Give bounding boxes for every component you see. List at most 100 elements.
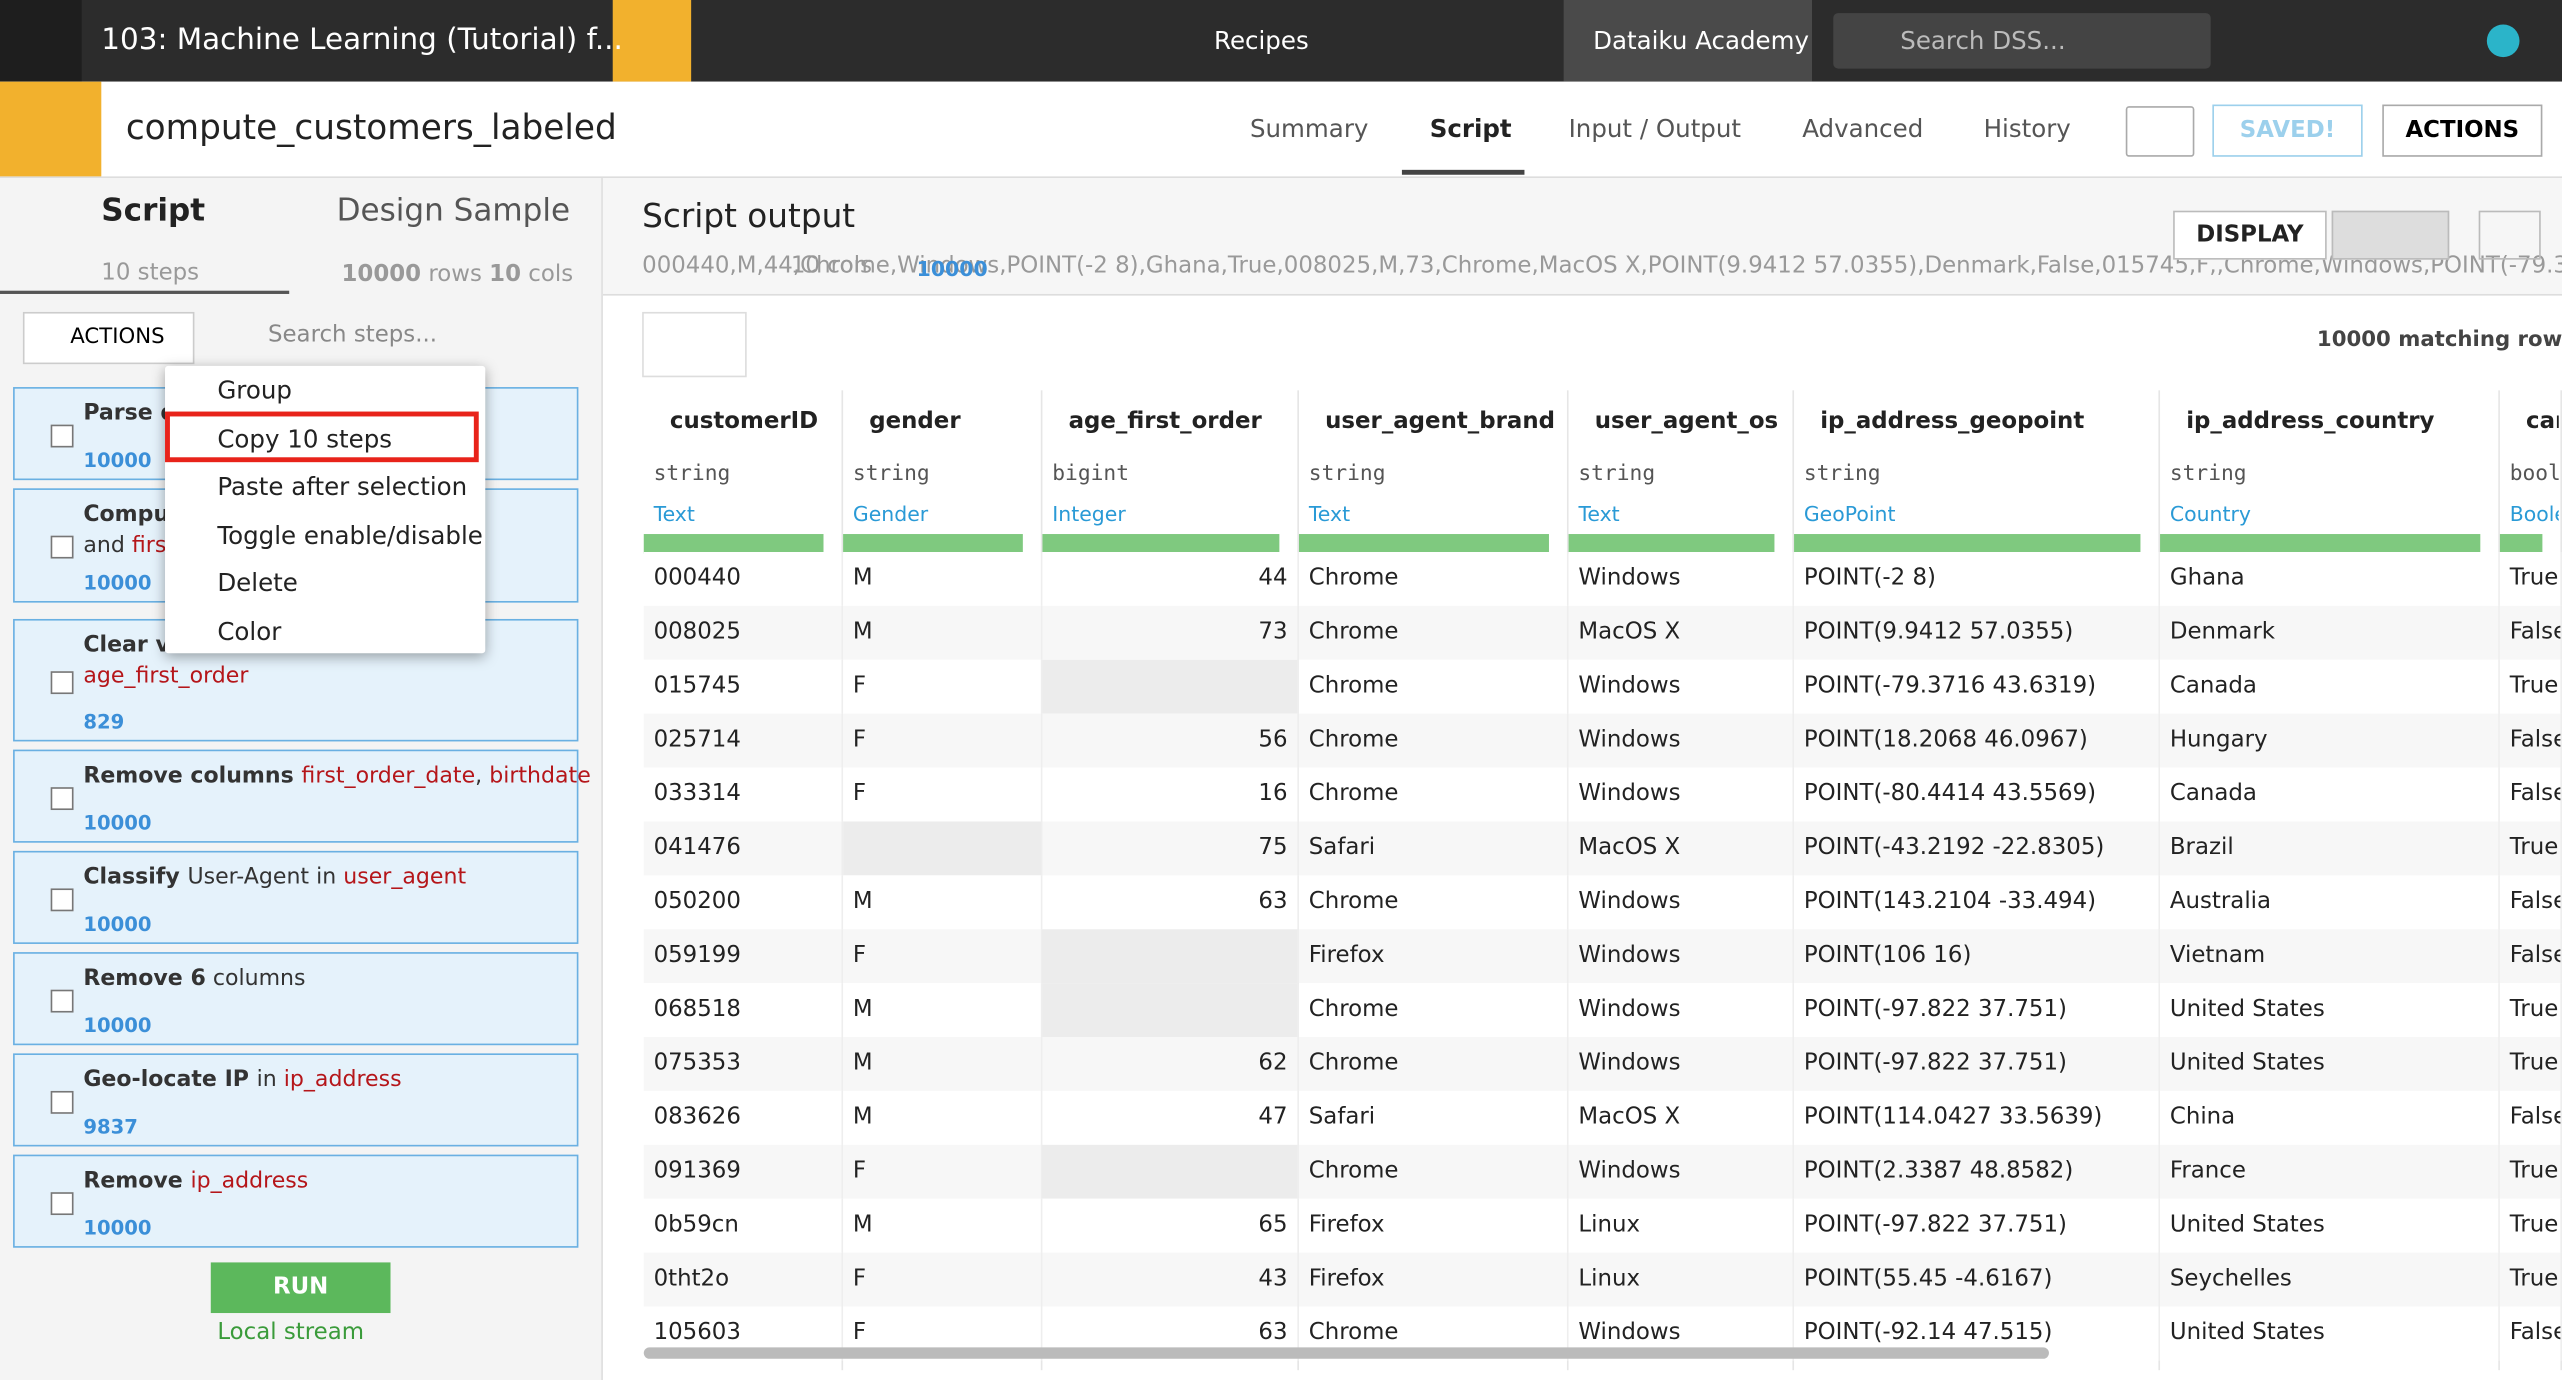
table-cell: 008025 bbox=[644, 606, 843, 660]
table-cell: True bbox=[2500, 1253, 2562, 1307]
recipe-tab[interactable]: Summary bbox=[1250, 114, 1368, 143]
highlight bbox=[165, 412, 479, 463]
menu-item[interactable]: Paste after selection bbox=[217, 472, 467, 501]
table-cell: Chrome bbox=[1299, 768, 1569, 822]
table-cell: Chrome bbox=[1299, 552, 1569, 606]
table-cell: Windows bbox=[1569, 983, 1794, 1037]
output-title: Script output bbox=[642, 196, 855, 235]
design-tab[interactable]: Design Sample bbox=[337, 193, 570, 229]
step-text: Parse d bbox=[83, 400, 176, 426]
table-cell: Denmark bbox=[2160, 606, 2500, 660]
sample-part: rows bbox=[421, 261, 489, 287]
academy-link[interactable]: Dataiku Academy bbox=[1593, 26, 1809, 55]
table-cell: MacOS X bbox=[1569, 821, 1794, 875]
column-meaning[interactable]: Text bbox=[654, 501, 840, 525]
table-cell: False bbox=[2500, 875, 2562, 929]
step-text: columns bbox=[206, 965, 306, 991]
recipe-name: compute_customers_labeled bbox=[126, 108, 617, 147]
step[interactable]: Remove columns first_order_date, birthda… bbox=[13, 750, 578, 843]
chart-button[interactable] bbox=[2479, 211, 2541, 260]
steps-search[interactable]: Search steps... bbox=[268, 322, 437, 348]
table-cell: United States bbox=[2160, 1037, 2500, 1091]
column-meaning[interactable]: GeoPoint bbox=[1804, 501, 2157, 525]
step-count: 829 bbox=[83, 710, 124, 733]
table-cell: POINT(-97.822 37.751) bbox=[1794, 983, 2160, 1037]
table-cell: F bbox=[843, 1145, 1042, 1199]
step[interactable]: Remove 6 columns10000 bbox=[13, 952, 578, 1045]
table-cell: M bbox=[843, 875, 1042, 929]
column-meaning[interactable]: Boole bbox=[2510, 501, 2559, 525]
table-cell: 041476 bbox=[644, 821, 843, 875]
table-cell: POINT(-79.3716 43.6319) bbox=[1794, 660, 2160, 714]
table-cell: 63 bbox=[1042, 875, 1299, 929]
flow-button[interactable] bbox=[613, 0, 691, 82]
stream-label: Local stream bbox=[217, 1320, 364, 1346]
table-cell: 56 bbox=[1042, 714, 1299, 768]
table-cell bbox=[1042, 1145, 1299, 1199]
filter-box[interactable] bbox=[642, 312, 747, 377]
table-cell: 43 bbox=[1042, 1253, 1299, 1307]
table-cell: Vietnam bbox=[2160, 929, 2500, 983]
column-type: bool bbox=[2510, 462, 2559, 486]
column-meaning[interactable]: Text bbox=[1309, 501, 1566, 525]
logo[interactable] bbox=[0, 0, 82, 82]
table-cell: False bbox=[2500, 929, 2562, 983]
menu-item[interactable]: Delete bbox=[217, 568, 298, 597]
table-cell: Linux bbox=[1569, 1199, 1794, 1253]
menu-item[interactable]: Toggle enable/disable bbox=[217, 520, 483, 549]
matching-rows: 10000 matching rows bbox=[2317, 328, 2562, 352]
table-cell: Ghana bbox=[2160, 552, 2500, 606]
display-button[interactable]: DISPLAY bbox=[2173, 211, 2327, 260]
view-button[interactable] bbox=[2332, 211, 2450, 260]
table-cell: False bbox=[2500, 606, 2562, 660]
column-meaning[interactable]: Country bbox=[2170, 501, 2497, 525]
menu-item[interactable]: Group bbox=[217, 376, 292, 405]
column-name: age_first_order bbox=[1069, 408, 1296, 434]
table-cell: POINT(-97.822 37.751) bbox=[1794, 1037, 2160, 1091]
table-cell: United States bbox=[2160, 1199, 2500, 1253]
step-text: user_agent bbox=[343, 864, 466, 890]
step[interactable]: Classify User-Agent in user_agent10000 bbox=[13, 851, 578, 944]
table-cell: POINT(-80.4414 43.5569) bbox=[1794, 768, 2160, 822]
sample-info: 10000 rows 10 cols bbox=[341, 261, 573, 287]
step[interactable]: Remove ip_address 10000 bbox=[13, 1155, 578, 1248]
step[interactable]: Geo-locate IP in ip_address9837 bbox=[13, 1053, 578, 1146]
step-title: Classify User-Agent in user_agent bbox=[83, 862, 466, 893]
step-text: first_order_date bbox=[301, 763, 475, 789]
table-cell: False bbox=[2500, 1091, 2562, 1145]
table-cell: Windows bbox=[1569, 552, 1794, 606]
table-cell: True bbox=[2500, 660, 2562, 714]
recipe-tab[interactable]: Advanced bbox=[1802, 114, 1923, 143]
nav-recipes[interactable]: Recipes bbox=[1214, 26, 1309, 55]
step-checkbox bbox=[51, 424, 74, 447]
discussion-button[interactable] bbox=[2126, 106, 2195, 157]
script-tab[interactable]: Script bbox=[101, 193, 205, 229]
table-cell: Windows bbox=[1569, 1037, 1794, 1091]
table-cell: 65 bbox=[1042, 1199, 1299, 1253]
table-cell: Firefox bbox=[1299, 929, 1569, 983]
table-cell: Windows bbox=[1569, 875, 1794, 929]
step-text: Remove bbox=[83, 965, 190, 991]
steps-actions[interactable]: ACTIONS bbox=[23, 312, 195, 364]
saved-button[interactable]: SAVED! bbox=[2212, 105, 2362, 157]
avatar[interactable] bbox=[2487, 24, 2520, 57]
recipe-tab[interactable]: Input / Output bbox=[1569, 114, 1741, 143]
table-cell: POINT(143.2104 -33.494) bbox=[1794, 875, 2160, 929]
table-cell: 73 bbox=[1042, 606, 1299, 660]
column-name: gender bbox=[869, 408, 1039, 434]
table-cell: France bbox=[2160, 1145, 2500, 1199]
step-count: 10000 bbox=[83, 1217, 151, 1240]
table-cell: F bbox=[843, 929, 1042, 983]
column-meaning[interactable]: Integer bbox=[1052, 501, 1295, 525]
step-title: Remove ip_address bbox=[83, 1166, 308, 1197]
column-meaning[interactable]: Gender bbox=[853, 501, 1039, 525]
run-button[interactable]: RUN bbox=[211, 1262, 391, 1313]
recipe-tab[interactable]: Script bbox=[1430, 114, 1512, 143]
column-meaning[interactable]: Text bbox=[1578, 501, 1790, 525]
menu-item[interactable]: Color bbox=[217, 617, 281, 646]
actions-button[interactable]: ACTIONS bbox=[2382, 105, 2542, 157]
table-cell: M bbox=[843, 1199, 1042, 1253]
recipe-tab[interactable]: History bbox=[1984, 114, 2071, 143]
column-name: customerID bbox=[670, 408, 840, 434]
active-tab-underline bbox=[0, 291, 289, 294]
